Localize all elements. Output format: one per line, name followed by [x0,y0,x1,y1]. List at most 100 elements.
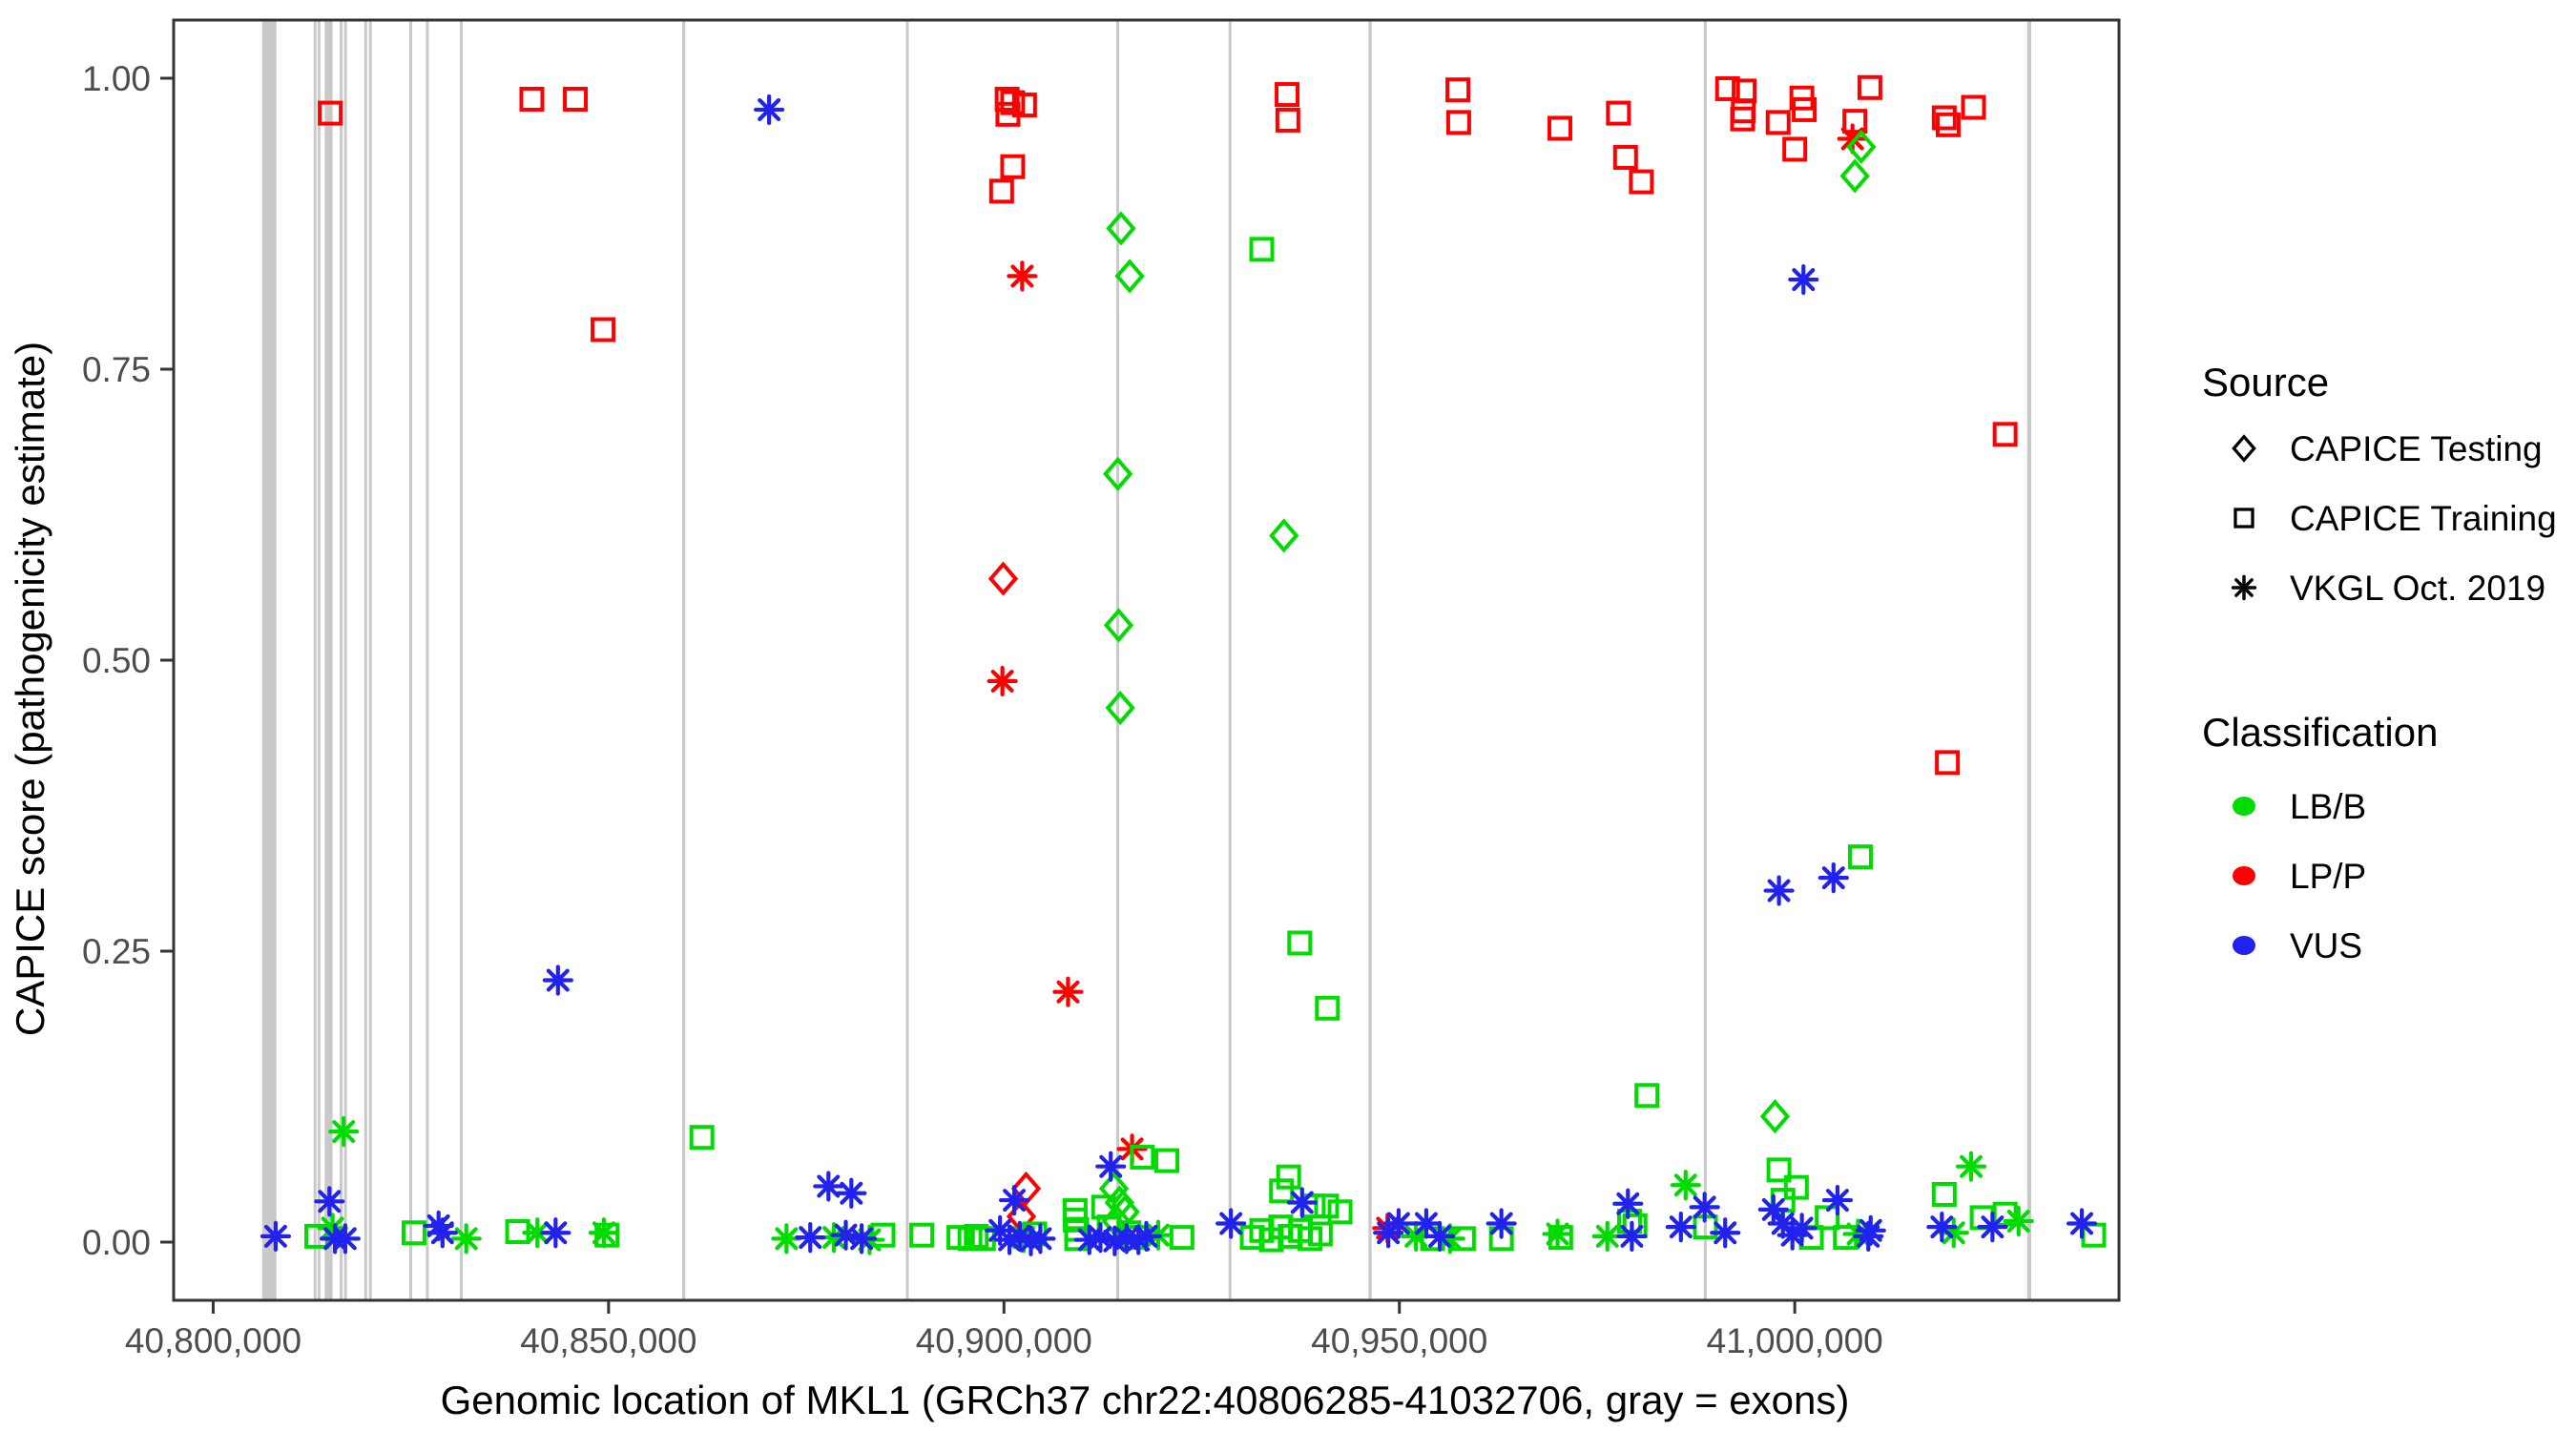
y-axis-title: CAPICE score (pathogenicity estimate) [8,342,52,1036]
point-training-lpp [1612,144,1638,170]
point-vkgl-lbb [1955,1151,1987,1182]
point-vkgl-lpp [1007,260,1038,292]
point-training-lpp [994,86,1020,112]
point-training-lpp [1782,136,1808,162]
legend-class-swatch [2233,866,2255,885]
point-training-lpp [318,100,343,126]
point-vkgl-vus [813,1171,844,1202]
point-vkgl-vus [1818,862,1849,894]
exon-band [905,20,909,1300]
y-tick-label: 1.00 [82,59,151,98]
point-vkgl-lbb [1542,1218,1573,1250]
point-training-lpp [1935,750,1961,776]
legend-classification-title: Classification [2202,710,2438,755]
point-training-lpp [1547,115,1572,141]
point-training-lpp [591,317,616,342]
exon-band [343,20,347,1300]
point-vkgl-vus [314,1186,345,1217]
point-vkgl-vus [1025,1223,1056,1255]
point-training-lpp [1000,154,1026,179]
legend-source-label: VKGL Oct. 2019 [2290,569,2545,608]
point-vkgl-vus [1821,1184,1854,1216]
point-vkgl-vus [1757,1193,1789,1225]
exon-band [1228,20,1232,1300]
exon-band [1368,20,1372,1300]
point-training-lpp [1731,98,1756,124]
point-training-lbb [689,1125,715,1151]
point-training-lbb [1287,930,1313,956]
point-vkgl-lbb [328,1115,360,1148]
legend-class-label: VUS [2290,926,2362,965]
point-vkgl-vus [329,1223,361,1255]
y-tick-label: 0.50 [82,641,151,680]
axis-ticks-layer: 0.00 0.25 0.50 0.75 1.00 40,800,000 40,850,000… [82,59,1883,1360]
point-vkgl-vus [754,93,785,126]
point-vkgl-vus [1131,1220,1162,1253]
x-tick-label: 40,900,000 [916,1321,1092,1360]
point-vkgl-lbb [522,1217,553,1249]
point-vkgl-vus [1855,1214,1886,1246]
point-training-lbb [1130,1144,1155,1170]
x-tick-label: 40,850,000 [520,1321,696,1360]
point-training-lpp [1445,110,1471,135]
exon-band [409,20,413,1300]
point-vkgl-lpp [1052,976,1084,1007]
point-training-lpp [563,86,589,112]
point-vkgl-vus [542,964,573,996]
point-training-lpp [1792,96,1818,122]
point-training-lbb [1992,1201,2018,1227]
point-training-lbb [1766,1157,1792,1183]
point-vkgl-vus [426,1217,458,1249]
point-testing-lbb [1759,1099,1791,1134]
exon-band [1703,20,1707,1300]
exon-band [364,20,367,1300]
point-training-lbb [1548,1225,1573,1251]
point-vkgl-lpp [1837,123,1868,155]
point-training-lpp [1275,107,1300,133]
point-vkgl-vus [1689,1192,1720,1223]
point-vkgl-vus [2066,1208,2098,1239]
point-vkgl-vus [1423,1220,1456,1253]
point-vkgl-lbb [2003,1205,2034,1237]
exon-bands-layer [261,20,2031,1300]
legend-class-label: LB/B [2290,787,2366,826]
point-training-lpp [1714,75,1740,101]
point-vkgl-vus [1788,263,1819,296]
exon-band [681,20,686,1300]
point-training-lbb [1169,1225,1195,1251]
point-training-lbb [1783,1174,1809,1200]
point-testing-lbb [1103,456,1133,491]
legend-source-title: Source [2202,360,2329,404]
point-training-lbb [1327,1199,1353,1225]
legend-source-label: CAPICE Testing [2290,429,2543,468]
point-vkgl-vus [1786,1213,1818,1244]
point-vkgl-vus [795,1222,826,1254]
point-testing-lbb [1839,158,1870,194]
point-training-lpp [1606,100,1631,126]
point-vkgl-vus [1763,875,1795,906]
point-training-lbb [1931,1181,1957,1207]
point-vkgl-vus [1710,1217,1741,1249]
legend-class-label: LP/P [2290,857,2366,896]
point-vkgl-vus [260,1220,292,1253]
point-vkgl-vus [836,1177,867,1209]
point-vkgl-lpp [987,665,1018,697]
point-testing-lpp [1010,1171,1042,1206]
y-tick-label: 0.25 [82,932,151,971]
point-training-lbb [1154,1148,1180,1173]
exon-band [261,20,277,1300]
point-testing-lbb [1114,259,1145,294]
point-training-lpp [1992,422,2018,447]
point-vkgl-vus [1485,1208,1517,1239]
point-vkgl-vus [1410,1208,1443,1239]
point-testing-lbb [1106,211,1136,246]
legend-class-swatch [2233,936,2255,955]
point-vkgl-vus [846,1223,878,1255]
legend-source-glyph-a [2231,574,2257,601]
point-training-lpp [1011,93,1037,118]
data-points-layer [260,74,2107,1256]
point-testing-lbb [1105,690,1135,726]
legend-class-swatch [2233,797,2255,816]
point-training-lbb [1307,1221,1333,1247]
